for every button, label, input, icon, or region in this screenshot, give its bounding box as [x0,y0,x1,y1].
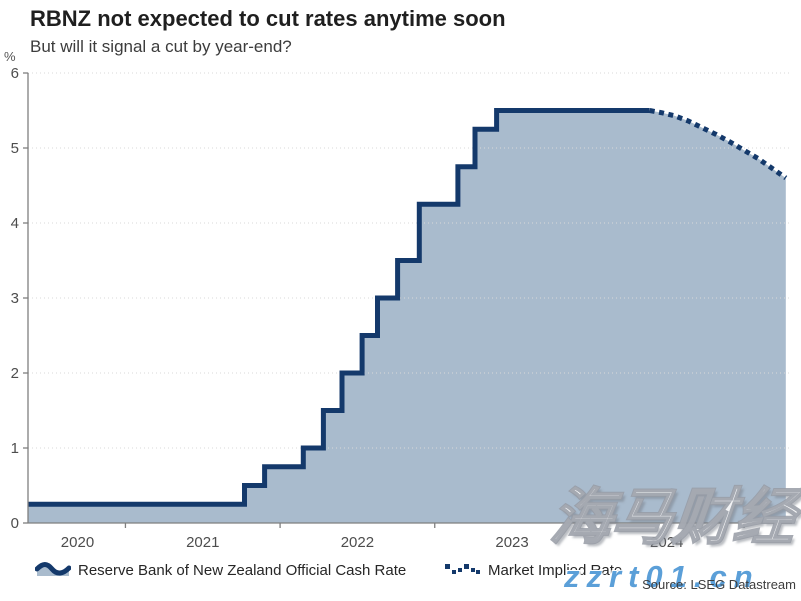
legend-label-market-implied: Market Implied Rate [488,561,623,579]
chart-subtitle: But will it signal a cut by year-end? [30,37,292,56]
legend-label-cash-rate: Reserve Bank of New Zealand Official Cas… [78,561,407,579]
y-tick-label: 0 [11,515,19,532]
source-credit: Source: LSEG Datastream [642,577,796,592]
x-tick-label: 2020 [61,534,94,551]
market-implied-line [649,108,788,181]
area-wave-icon [35,562,71,576]
cash-rate-line [28,108,650,507]
dotted-wave-icon [445,564,480,574]
y-axis-unit-label: % [4,49,16,64]
x-tick-label: 2022 [341,534,374,551]
watermark-brand: 海马财经 [546,482,799,552]
x-tick-label: 2023 [495,534,528,551]
watermark-site-url: zzrt01.cn [564,559,760,594]
y-tick-label: 1 [11,440,19,457]
y-tick-label: 2 [11,365,19,382]
cash-rate-area [28,110,786,523]
legend-item-market-implied: Market Implied Rate [445,557,622,583]
y-tick-label: 6 [11,65,19,82]
legend: Reserve Bank of New Zealand Official Cas… [0,557,801,583]
y-tick-label: 5 [11,140,19,157]
y-tick-label: 4 [11,215,19,232]
chart-title: RBNZ not expected to cut rates anytime s… [30,6,506,31]
x-tick-label: 2024 [650,534,683,551]
x-tick-label: 2021 [186,534,219,551]
legend-item-cash-rate: Reserve Bank of New Zealand Official Cas… [35,557,406,583]
y-tick-label: 3 [11,290,19,307]
